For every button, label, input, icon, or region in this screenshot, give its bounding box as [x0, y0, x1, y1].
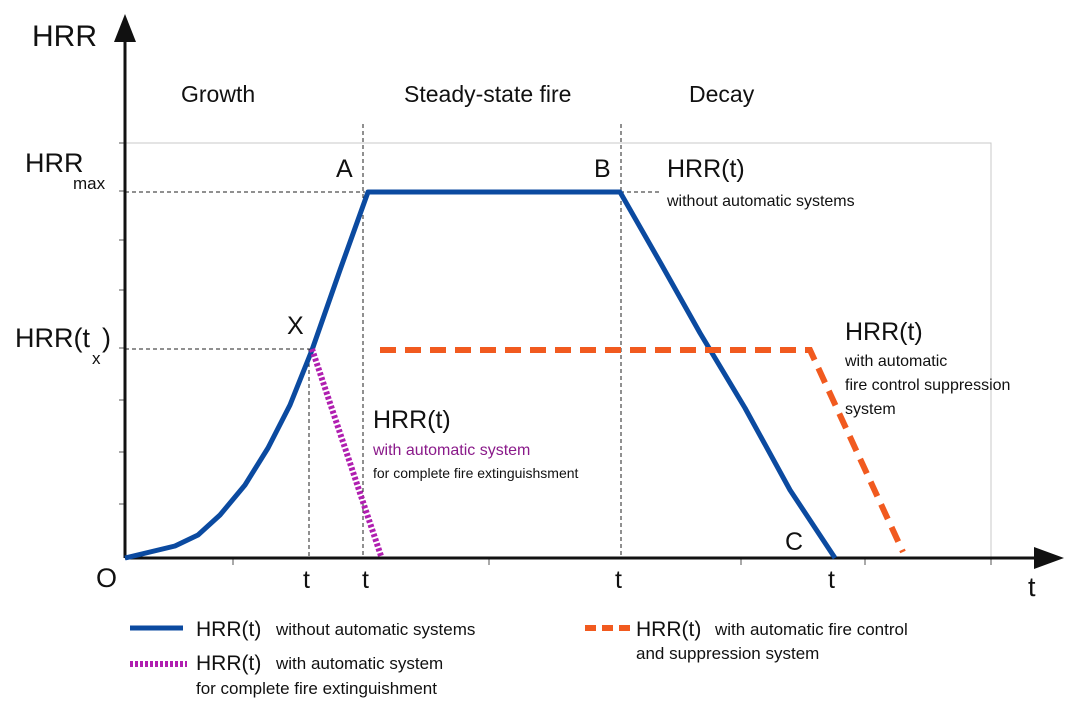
annotation-extinguish-line1: with automatic system — [372, 442, 530, 459]
annotation-control-line1: with automatic — [844, 353, 947, 370]
guide-lines — [125, 124, 662, 558]
legend-extinguish-title: HRR(t) — [196, 652, 261, 675]
legend-without-desc: without automatic systems — [275, 620, 475, 639]
phase-growth: Growth — [181, 81, 255, 107]
legend-control-desc2: and suppression system — [636, 644, 819, 663]
point-c-label: C — [785, 528, 803, 556]
annotation-extinguish-title: HRR(t) — [373, 406, 451, 434]
annotation-without-title: HRR(t) — [667, 155, 745, 183]
hrr-tx-subscript: x — [92, 349, 101, 368]
x-tick-label-tb: t — [615, 566, 622, 594]
legend-extinguish-desc1: with automatic system — [275, 654, 443, 673]
legend-extinguish-desc2: for complete fire extinguishment — [196, 679, 437, 698]
legend-control-title: HRR(t) — [636, 618, 701, 641]
origin-label: O — [96, 563, 117, 593]
hrr-max-subscript: max — [73, 174, 106, 193]
x-axis-arrow — [1034, 547, 1064, 569]
hrr-max-label: HRR — [25, 148, 84, 178]
y-axis-label: HRR — [32, 20, 97, 53]
x-axis-label: t — [1028, 572, 1036, 602]
annotation-extinguish-line2: for complete fire extinguishsment — [373, 465, 579, 481]
hrr-tx-label: HRR(t — [15, 323, 90, 353]
annotation-control-line3: system — [845, 401, 896, 418]
annotation-control-title: HRR(t) — [845, 318, 923, 346]
x-tick-label-ta: t — [362, 566, 369, 594]
y-axis-arrow — [114, 14, 136, 42]
annotation-control-line2: fire control suppression — [845, 377, 1010, 394]
point-b-label: B — [594, 155, 611, 183]
hrr-tx-close-paren: ) — [102, 323, 111, 353]
legend-control-desc1: with automatic fire control — [714, 620, 908, 639]
point-x-label: X — [287, 312, 304, 340]
x-tick-label-tx: t — [303, 566, 310, 594]
legend-without-title: HRR(t) — [196, 618, 261, 641]
legend: HRR(t) without automatic systems HRR(t) … — [130, 618, 908, 698]
curve-complete-extinguishment — [309, 348, 384, 557]
annotation-without-desc: without automatic systems — [666, 193, 855, 210]
x-tick-label-tc: t — [828, 566, 835, 594]
curve-fire-control-suppression — [380, 347, 906, 554]
phase-decay: Decay — [689, 81, 755, 107]
phase-steady-state: Steady-state fire — [404, 81, 571, 107]
curve-without-automatic-systems — [124, 189, 838, 561]
point-a-label: A — [336, 155, 353, 183]
